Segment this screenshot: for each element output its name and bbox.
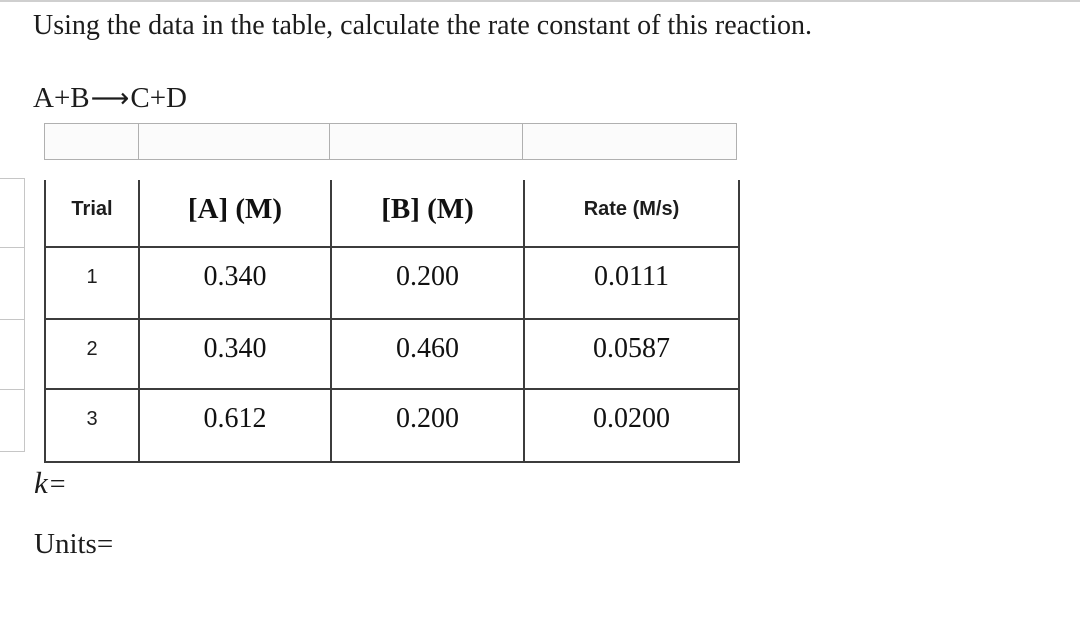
units-answer-label: Units=	[34, 524, 113, 564]
table-row: 2 0.340 0.460 0.0587	[44, 318, 740, 390]
reaction-rhs: C+D	[130, 82, 187, 114]
k-symbol: k	[34, 465, 48, 500]
trial-number: 1	[86, 266, 98, 288]
reaction-equation: A+B⟶C+D	[33, 80, 187, 117]
header-cell-b: [B] (M)	[330, 179, 525, 248]
empty-cell	[45, 124, 139, 159]
column-header-conc-b: [B] (M)	[381, 193, 474, 225]
cell-conc-a: 0.612	[138, 388, 332, 463]
conc-b-value: 0.200	[396, 261, 459, 292]
top-divider	[0, 0, 1080, 2]
cell-conc-a: 0.340	[138, 318, 332, 390]
column-header-conc-a: [A] (M)	[187, 193, 283, 225]
cell-conc-b: 0.200	[330, 246, 525, 320]
question-prompt: Using the data in the table, calculate t…	[33, 10, 813, 41]
cell-trial: 1	[44, 246, 140, 320]
cell-conc-a: 0.340	[138, 246, 332, 320]
column-header-trial: Trial	[71, 198, 113, 220]
rate-value: 0.0111	[594, 261, 669, 292]
k-answer-label: k=	[34, 463, 66, 505]
left-edge-cell-fragments	[0, 178, 25, 452]
conc-b-value: 0.460	[396, 333, 459, 364]
k-equals-sign: =	[49, 469, 66, 500]
column-header-rate: Rate (M/s)	[583, 198, 680, 220]
table-row: 3 0.612 0.200 0.0200	[44, 388, 740, 463]
table-row: 1 0.340 0.200 0.0111	[44, 246, 740, 320]
left-cell-fragment	[0, 248, 25, 320]
trial-number: 3	[86, 408, 98, 430]
conc-b-value: 0.200	[396, 403, 459, 434]
cell-rate: 0.0111	[523, 246, 740, 320]
rate-value: 0.0587	[593, 333, 670, 364]
empty-table-row	[44, 123, 737, 160]
conc-a-value: 0.340	[203, 333, 267, 364]
cell-conc-b: 0.460	[330, 318, 525, 390]
left-cell-fragment	[0, 178, 25, 248]
units-equals-sign: =	[96, 528, 114, 560]
trial-number: 2	[86, 338, 98, 360]
left-cell-fragment	[0, 390, 25, 452]
rate-data-table: Trial [A] (M) [B] (M) Rate (M/s) 1 0.340…	[44, 179, 740, 463]
cell-conc-b: 0.200	[330, 388, 525, 463]
header-cell-trial: Trial	[44, 179, 140, 248]
header-cell-rate: Rate (M/s)	[523, 179, 740, 248]
table-header-row: Trial [A] (M) [B] (M) Rate (M/s)	[44, 179, 740, 248]
left-cell-fragment	[0, 320, 25, 390]
rate-value: 0.0200	[593, 403, 670, 434]
cell-rate: 0.0587	[523, 318, 740, 390]
conc-a-value: 0.612	[203, 403, 267, 434]
units-word: Units	[34, 528, 97, 560]
cell-trial: 3	[44, 388, 140, 463]
empty-cell	[523, 124, 736, 159]
reaction-lhs: A+B	[33, 82, 90, 114]
header-cell-a: [A] (M)	[138, 179, 332, 248]
reaction-arrow-icon: ⟶	[90, 83, 130, 114]
cell-trial: 2	[44, 318, 140, 390]
empty-cell	[330, 124, 523, 159]
cell-rate: 0.0200	[523, 388, 740, 463]
empty-cell	[139, 124, 331, 159]
conc-a-value: 0.340	[203, 261, 267, 292]
